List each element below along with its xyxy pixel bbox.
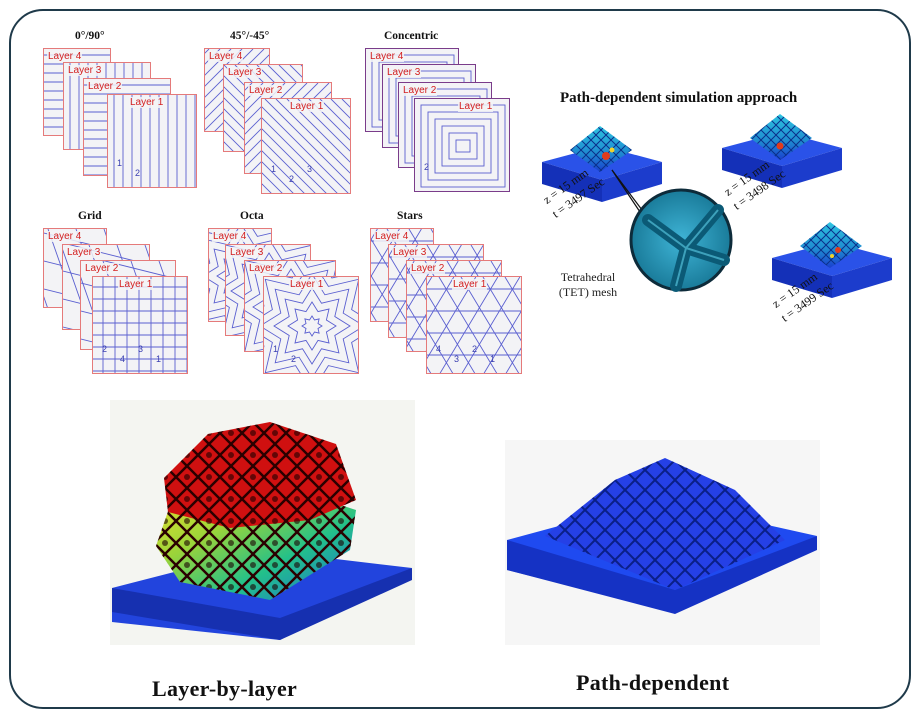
hatch-pattern	[264, 277, 358, 373]
hatch-pattern	[262, 99, 350, 193]
layer-label: Layer 3	[227, 67, 263, 78]
layer-label: Layer 4	[47, 51, 83, 62]
hatch-pattern	[420, 104, 506, 188]
path-direction-mark: 1	[117, 158, 123, 168]
mesh-label-line-1: Tetrahedral	[560, 270, 616, 284]
mesh-label: Tetrahedral (TET) mesh	[550, 270, 626, 300]
path-direction-mark: 2	[102, 344, 108, 354]
layer-label: Layer 2	[84, 263, 120, 274]
path-direction-mark: 2	[289, 174, 295, 184]
path-direction-mark: 1	[273, 344, 279, 354]
path-direction-mark: 1	[490, 354, 496, 364]
layer-label: Layer 4	[208, 51, 244, 62]
snapshot-2-model	[722, 114, 842, 188]
hatch-pattern	[113, 95, 196, 187]
toolpath-layer	[426, 276, 522, 374]
layer-label: Layer 1	[289, 101, 325, 112]
toolpath-layer	[261, 98, 351, 194]
hatch-pattern	[427, 277, 521, 373]
pattern-title: 45°/-45°	[230, 30, 270, 42]
layer-label: Layer 4	[212, 231, 248, 242]
path-direction-mark: 2	[424, 162, 430, 172]
layer-label: Layer 4	[374, 231, 410, 242]
path-direction-mark: 1	[156, 354, 162, 364]
path-direction-mark: 3	[307, 164, 313, 174]
path-direction-mark: 4	[120, 354, 126, 364]
toolpath-layer	[92, 276, 188, 374]
caption-path-dependent: Path-dependent	[576, 670, 730, 695]
path-direction-mark: 2	[291, 354, 297, 364]
layer-label: Layer 1	[452, 279, 488, 290]
caption-layer-by-layer: Layer-by-layer	[152, 676, 298, 701]
layer-label: Layer 3	[67, 65, 103, 76]
layer-label: Layer 1	[129, 97, 165, 108]
layer-label: Layer 2	[248, 85, 284, 96]
mesh-zoom	[611, 169, 733, 292]
layer-label: Layer 4	[47, 231, 83, 242]
layer-label: Layer 2	[402, 85, 438, 96]
toolpath-layer	[263, 276, 359, 374]
layer-label: Layer 3	[66, 247, 102, 258]
pattern-title: Grid	[78, 210, 102, 222]
snapshot-3-model	[772, 222, 892, 298]
path-direction-mark: 2	[472, 344, 478, 354]
hatch-pattern	[93, 277, 187, 373]
path-dependent-model	[505, 440, 820, 645]
mesh-label-line-2: (TET) mesh	[558, 285, 618, 299]
layer-label: Layer 2	[87, 81, 123, 92]
layer-label: Layer 3	[386, 67, 422, 78]
toolpath-layer	[414, 98, 510, 192]
toolpath-layer	[107, 94, 197, 188]
layer-label: Layer 1	[118, 279, 154, 290]
layer-label: Layer 4	[369, 51, 405, 62]
layer-by-layer-model	[110, 400, 415, 645]
path-direction-mark: 3	[138, 344, 144, 354]
path-direction-mark: 3	[454, 354, 460, 364]
layer-label: Layer 1	[289, 279, 325, 290]
pattern-title: Octa	[240, 210, 264, 222]
pattern-title: 0°/90°	[75, 30, 105, 42]
path-direction-mark: 4	[436, 344, 442, 354]
layer-label: Layer 3	[392, 247, 428, 258]
layer-label: Layer 3	[229, 247, 265, 258]
simulation-graphics	[542, 114, 892, 298]
pattern-title: Concentric	[384, 30, 439, 42]
path-direction-mark: 1	[271, 164, 277, 174]
path-direction-mark: 2	[135, 168, 141, 178]
simulation-title: Path-dependent simulation approach	[560, 90, 798, 106]
layer-label: Layer 2	[248, 263, 284, 274]
layer-label: Layer 1	[458, 101, 494, 112]
snapshot-1-model	[542, 126, 662, 202]
pattern-title: Stars	[397, 210, 423, 222]
layer-label: Layer 2	[410, 263, 446, 274]
